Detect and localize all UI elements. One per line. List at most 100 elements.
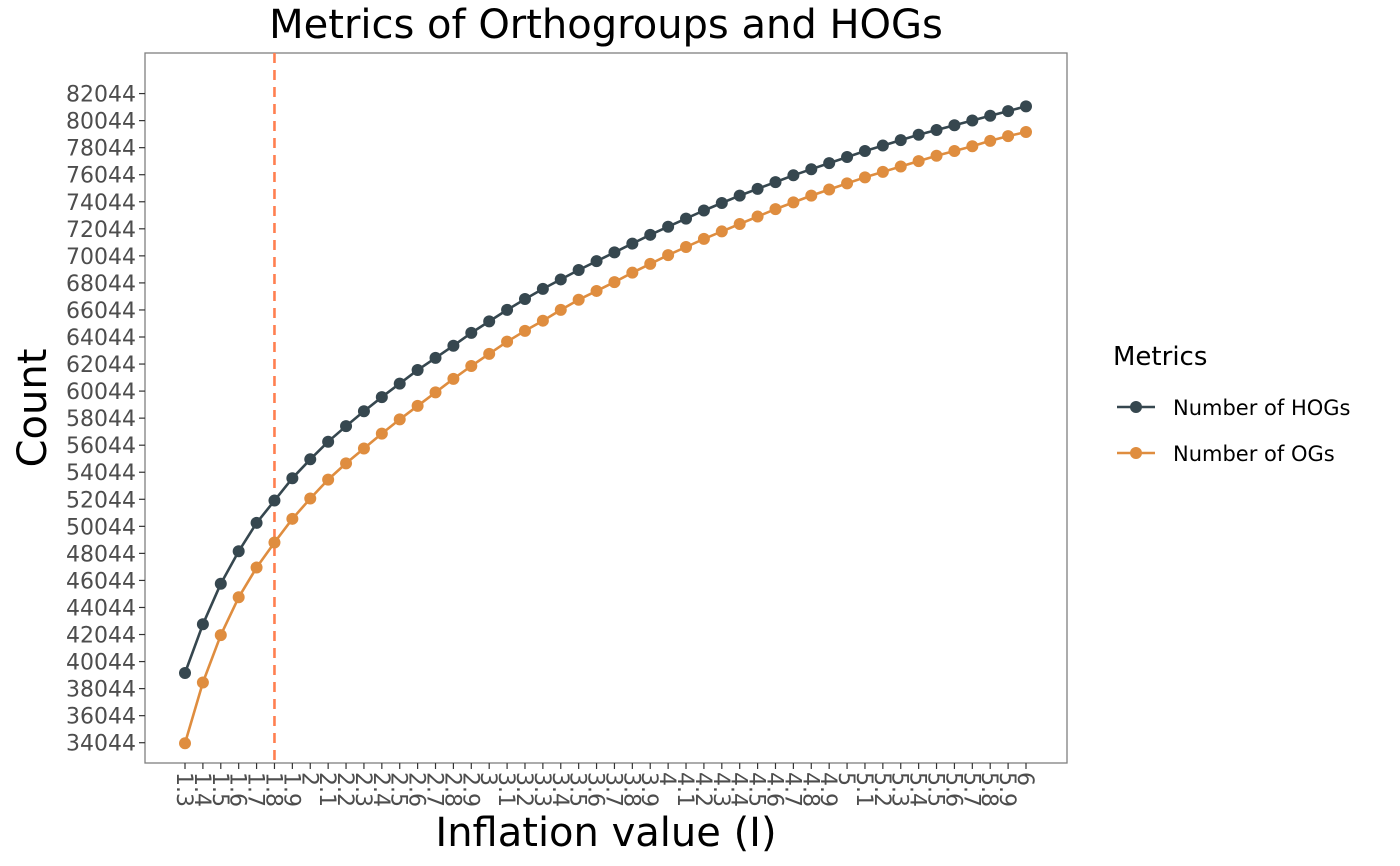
- data-point-number-of-ogs: [697, 232, 710, 245]
- data-point-number-of-ogs: [268, 536, 281, 549]
- y-tick-label: 56044: [66, 434, 136, 459]
- x-tick-label: 4.5: [744, 772, 769, 807]
- data-point-number-of-hogs: [912, 128, 925, 141]
- x-tick-label: 4: [654, 772, 679, 786]
- x-tick-label: 4.9: [815, 772, 840, 807]
- data-point-number-of-hogs: [304, 453, 317, 466]
- data-point-number-of-hogs: [501, 303, 514, 316]
- data-point-number-of-hogs: [1002, 105, 1015, 118]
- y-tick-label: 68044: [66, 272, 136, 297]
- data-point-number-of-hogs: [608, 246, 621, 259]
- data-point-number-of-ogs: [912, 155, 925, 168]
- data-point-number-of-ogs: [662, 249, 675, 262]
- data-point-number-of-ogs: [805, 189, 818, 202]
- x-tick-label: 5.2: [869, 772, 894, 807]
- data-point-number-of-hogs: [626, 237, 639, 250]
- data-point-number-of-hogs: [823, 157, 836, 170]
- x-tick-label: 3.3: [529, 772, 554, 807]
- x-tick-label: 1.3: [171, 772, 196, 807]
- data-point-number-of-ogs: [286, 512, 299, 525]
- data-point-number-of-ogs: [1002, 130, 1015, 143]
- x-tick-label: 3.7: [600, 772, 625, 807]
- data-point-number-of-hogs: [465, 326, 478, 339]
- data-point-number-of-hogs: [411, 364, 424, 377]
- data-point-number-of-hogs: [680, 212, 693, 225]
- data-point-number-of-hogs: [447, 339, 460, 352]
- legend-items: Number of HOGs Number of OGs: [1117, 396, 1351, 466]
- series-layer: [179, 100, 1032, 750]
- x-tick-label: 2.6: [404, 772, 429, 807]
- x-tick-label: 5.8: [976, 772, 1001, 807]
- x-tick-label: 1.8: [260, 772, 285, 807]
- data-point-number-of-hogs: [179, 666, 191, 679]
- data-point-number-of-ogs: [608, 276, 621, 289]
- x-tick-label: 1.6: [225, 772, 250, 807]
- data-point-number-of-hogs: [644, 228, 657, 241]
- x-tick-label: 5.3: [887, 772, 912, 807]
- y-tick-label: 80044: [66, 110, 136, 135]
- data-point-number-of-ogs: [572, 293, 585, 306]
- x-tick-label: 5.5: [923, 772, 948, 807]
- data-point-number-of-hogs: [662, 220, 675, 233]
- data-point-number-of-hogs: [357, 405, 370, 418]
- y-tick-label: 78044: [66, 137, 136, 162]
- x-tick-label: 2.9: [457, 772, 482, 807]
- y-tick-label: 74044: [66, 191, 136, 216]
- data-point-number-of-ogs: [626, 266, 639, 279]
- data-point-number-of-ogs: [357, 442, 370, 455]
- data-point-number-of-ogs: [501, 335, 514, 348]
- x-tick-label: 4.4: [726, 772, 751, 807]
- data-point-number-of-hogs: [769, 176, 782, 189]
- data-point-number-of-hogs: [483, 315, 496, 328]
- x-tick-label: 2.2: [332, 772, 357, 807]
- data-point-number-of-ogs: [876, 165, 889, 178]
- data-point-number-of-ogs: [250, 561, 263, 574]
- y-tick-label: 44044: [66, 596, 136, 621]
- y-tick-label: 70044: [66, 245, 136, 270]
- y-tick-label: 66044: [66, 299, 136, 324]
- y-tick-label: 76044: [66, 164, 136, 189]
- y-tick-label: 64044: [66, 326, 136, 351]
- data-point-number-of-hogs: [322, 435, 335, 448]
- y-tick-label: 36044: [66, 705, 136, 730]
- x-tick-label: 3.6: [583, 772, 608, 807]
- legend-label: Number of OGs: [1173, 442, 1335, 466]
- data-point-number-of-hogs: [1020, 100, 1032, 113]
- x-tick-label: 2: [296, 772, 321, 786]
- x-tick-label: 6: [1012, 772, 1037, 786]
- data-point-number-of-ogs: [536, 314, 549, 327]
- y-tick-label: 42044: [66, 624, 136, 649]
- x-tick-label: 5.6: [940, 772, 965, 807]
- data-point-number-of-ogs: [447, 372, 460, 385]
- data-point-number-of-hogs: [375, 391, 388, 404]
- x-tick-label: 1.9: [278, 772, 303, 807]
- x-tick-label: 5.4: [905, 772, 930, 807]
- data-point-number-of-hogs: [751, 182, 764, 195]
- data-point-number-of-hogs: [232, 545, 245, 558]
- data-point-number-of-ogs: [680, 240, 693, 253]
- x-tick-label: 3.1: [493, 772, 518, 807]
- data-point-number-of-ogs: [984, 134, 997, 147]
- data-point-number-of-hogs: [340, 420, 353, 433]
- data-point-number-of-ogs: [214, 629, 227, 642]
- data-point-number-of-hogs: [715, 197, 728, 210]
- x-tick-label: 4.8: [797, 772, 822, 807]
- y-tick-label: 34044: [66, 732, 136, 757]
- x-tick-label: 3: [475, 772, 500, 786]
- data-point-number-of-ogs: [340, 457, 353, 470]
- data-point-number-of-ogs: [894, 160, 907, 173]
- x-tick-label: 5.7: [958, 772, 983, 807]
- data-point-number-of-ogs: [948, 144, 961, 157]
- data-point-number-of-hogs: [214, 577, 227, 590]
- legend: Metrics Number of HOGs Number of OGs: [1113, 342, 1351, 466]
- data-point-number-of-hogs: [876, 139, 889, 152]
- data-point-number-of-hogs: [196, 618, 209, 631]
- y-tick-label: 62044: [66, 353, 136, 378]
- data-point-number-of-hogs: [697, 204, 710, 217]
- legend-key-point: [1130, 447, 1142, 459]
- x-tick-label: 4.6: [761, 772, 786, 807]
- data-point-number-of-hogs: [733, 189, 746, 202]
- data-point-number-of-ogs: [465, 359, 478, 372]
- x-tick-label: 1.5: [207, 772, 232, 807]
- data-point-number-of-ogs: [715, 225, 728, 238]
